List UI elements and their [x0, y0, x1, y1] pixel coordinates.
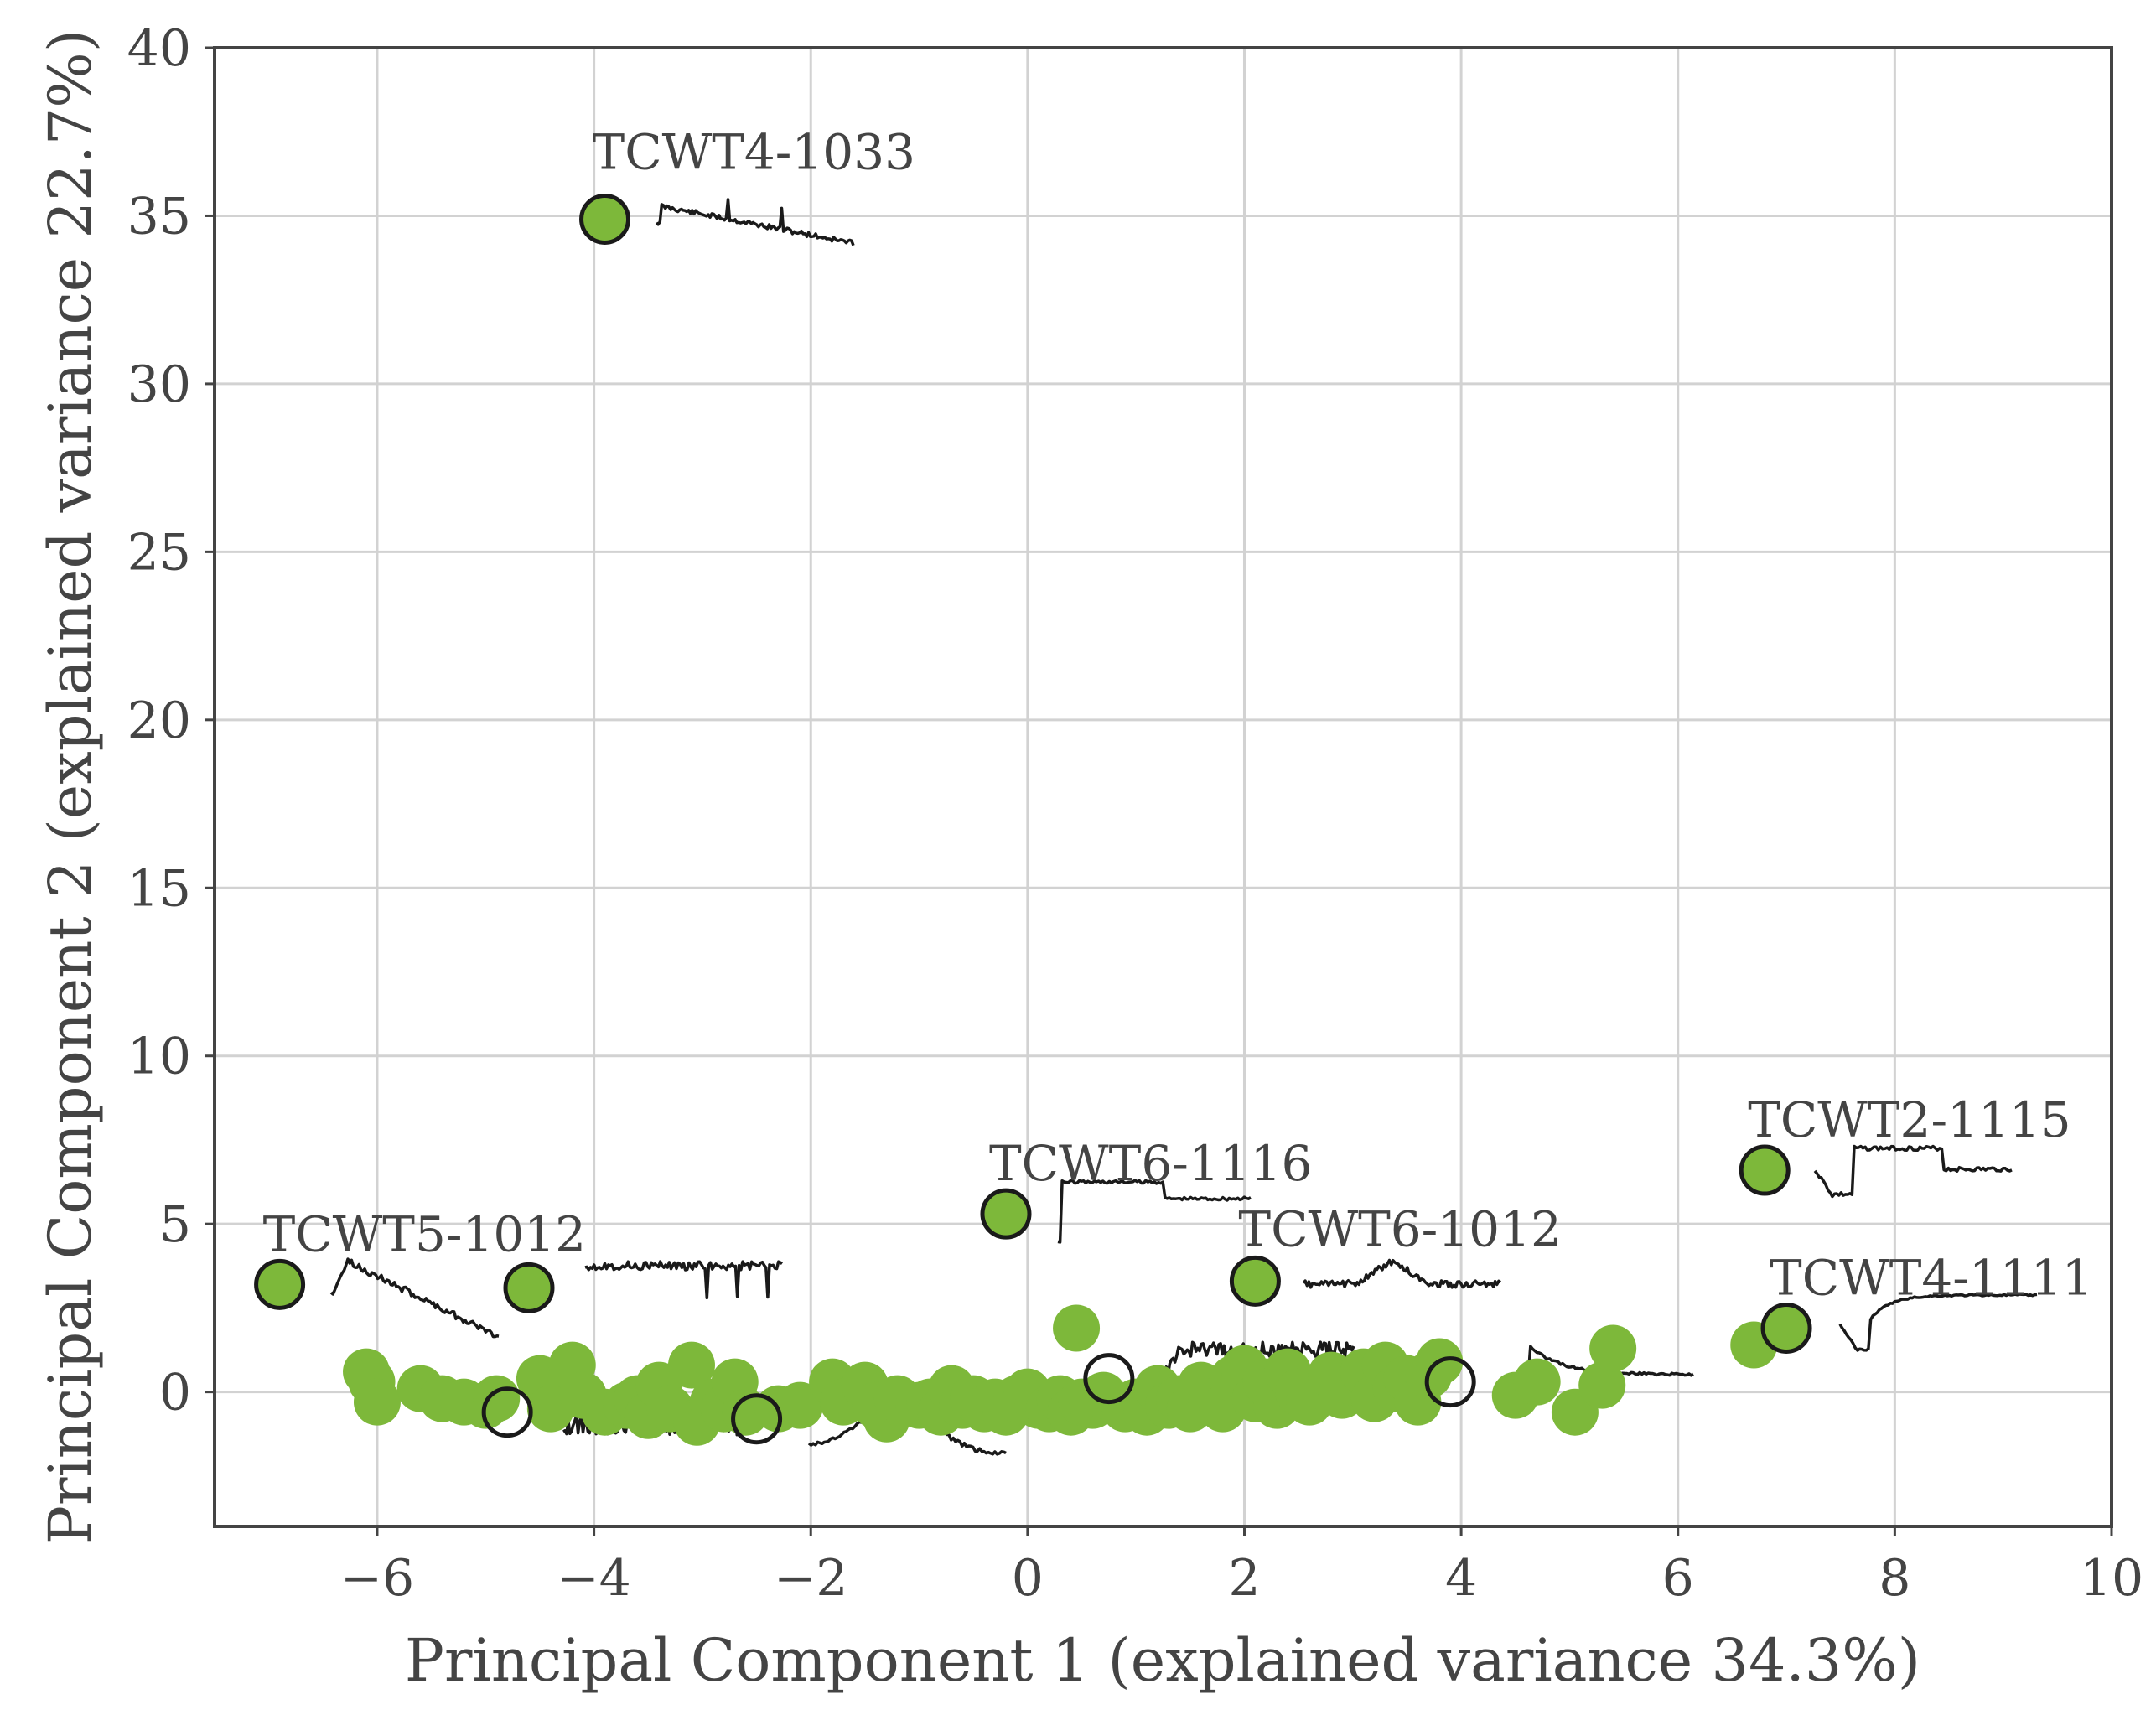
data-point [473, 1375, 521, 1422]
highlighted-point [481, 1386, 533, 1438]
sparkline-tcwt6-1012 [1302, 1258, 1501, 1289]
labeled-point [1739, 1144, 1791, 1196]
y-tick-label: 15 [127, 859, 191, 918]
point-label: TCWT6-1116 [989, 1135, 1312, 1192]
point-label: TCWT5-1012 [263, 1205, 586, 1262]
sparkline-tcwt5-1012 [329, 1257, 500, 1339]
sparkline-tcwt4-1033 [655, 198, 855, 246]
y-tick-label: 35 [127, 187, 191, 246]
labeled-point [1229, 1255, 1281, 1307]
y-tick-label: 30 [127, 355, 191, 414]
x-tick-label: −6 [340, 1549, 414, 1608]
y-tick-label: 20 [127, 692, 191, 750]
plot-frame [213, 46, 2113, 1528]
x-axis-title: Principal Component 1 (explained varianc… [405, 1626, 1920, 1695]
highlighted-points [254, 193, 1812, 1445]
data-point [1589, 1324, 1637, 1372]
x-tick-label: −2 [774, 1549, 847, 1608]
y-tick-label: 10 [127, 1028, 191, 1086]
point-label: TCWT4-1111 [1770, 1249, 2092, 1306]
labeled-point [579, 193, 631, 245]
highlighted-point [503, 1262, 555, 1313]
x-tick-label: 10 [2080, 1549, 2143, 1608]
highlighted-point [1424, 1356, 1476, 1408]
data-point [1513, 1358, 1561, 1406]
x-tick-label: 4 [1445, 1549, 1477, 1608]
y-tick-label: 40 [127, 19, 191, 78]
sparkline-tcwt2-1115 [1813, 1144, 2013, 1199]
x-tick-label: 6 [1662, 1549, 1694, 1608]
x-tick-label: 8 [1879, 1549, 1910, 1608]
point-label: TCWT2-1115 [1748, 1091, 2070, 1148]
scatter-points [343, 1304, 1778, 1446]
y-tick-label: 5 [159, 1195, 191, 1254]
data-point [1578, 1361, 1626, 1409]
sparkline-insets [329, 198, 2038, 1456]
point-label: TCWT4-1033 [593, 123, 915, 180]
data-point [353, 1378, 401, 1426]
sparkline-tcwt4-1111 [1838, 1293, 2038, 1352]
point-label: TCWT6-1012 [1238, 1200, 1561, 1257]
point-labels: TCWT4-1033 TCWT5-1012 TCWT6-1116 TCWT6-1012… [263, 123, 2093, 1306]
labeled-point [254, 1258, 306, 1310]
x-tick-label: 0 [1012, 1549, 1044, 1608]
labeled-point [1760, 1302, 1812, 1354]
y-tick-label: 25 [127, 523, 191, 582]
axis-ticks: −6 −4 −2 0 2 4 6 8 10 0 5 10 15 20 25 30 35 40 [127, 19, 2144, 1608]
sparkline-left-2 [584, 1260, 784, 1300]
y-axis-title: Principal Component 2 (explained varianc… [36, 29, 105, 1545]
data-point [667, 1341, 715, 1389]
x-tick-label: 2 [1228, 1549, 1260, 1608]
x-tick-label: −4 [557, 1549, 630, 1608]
labeled-point [980, 1188, 1032, 1240]
data-point [776, 1381, 824, 1429]
y-tick-label: 0 [159, 1364, 191, 1422]
sparkline-tcwt6-1116 [1057, 1179, 1252, 1244]
highlighted-point [1083, 1353, 1135, 1405]
highlighted-point [731, 1393, 783, 1445]
data-point [1053, 1304, 1101, 1352]
